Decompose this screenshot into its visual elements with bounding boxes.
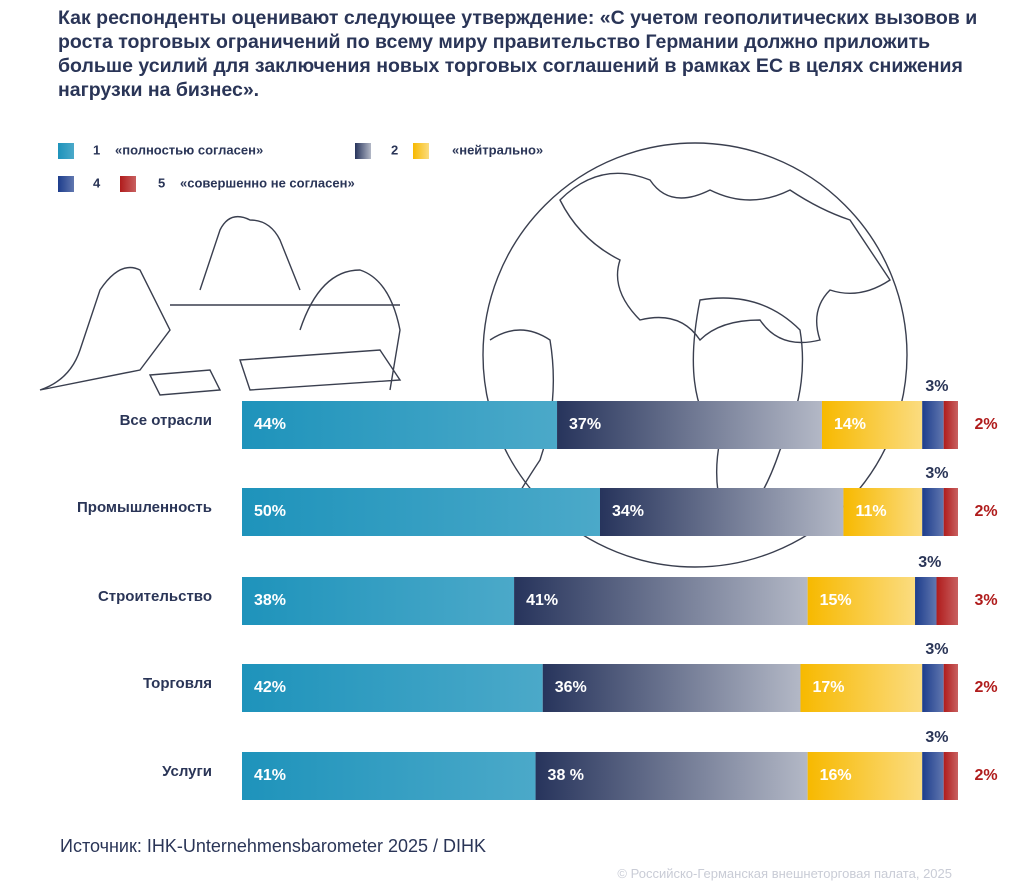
bar-segment [943, 752, 958, 800]
value-label: 38 % [548, 767, 584, 784]
bar-segment [242, 401, 558, 449]
bar-segment [821, 401, 923, 449]
legend-label: 1 [93, 142, 100, 157]
bar-segment [535, 752, 808, 800]
bar-segment [943, 664, 958, 712]
legend-description: «совершенно не согласен» [180, 175, 355, 190]
value-label: 37% [569, 416, 601, 433]
value-label: 3% [974, 592, 997, 609]
legend-label: 5 [158, 175, 165, 190]
bar-segment [807, 752, 923, 800]
value-label: 11% [855, 503, 886, 520]
value-label: 2% [974, 416, 997, 433]
value-label: 2% [974, 679, 997, 696]
bar-segment [242, 488, 600, 536]
bar-segment [922, 664, 944, 712]
category-label: Строительство [98, 588, 212, 605]
bar-segment [242, 752, 536, 800]
value-label: 3% [925, 378, 948, 395]
bar-segment [242, 664, 543, 712]
value-label: 3% [925, 729, 948, 746]
bar-segment [800, 664, 923, 712]
value-label: 36% [555, 679, 587, 696]
copyright: © Российско-Германская внешнеторговая па… [617, 866, 952, 881]
source: Источник: IHK-Unternehmensbarometer 2025… [60, 836, 486, 856]
bar-segment [936, 577, 958, 625]
value-label: 41% [526, 592, 558, 609]
bar-segment [600, 488, 844, 536]
value-label: 34% [612, 503, 644, 520]
category-label: Услуги [162, 763, 212, 780]
legend-label: «нейтрально» [452, 142, 543, 157]
category-label: Промышленность [77, 499, 212, 516]
value-label: 3% [918, 554, 941, 571]
value-label: 15% [820, 592, 852, 609]
legend-swatch [413, 143, 429, 159]
bar-segment [807, 577, 916, 625]
bar-segment [514, 577, 808, 625]
value-label: 14% [834, 416, 866, 433]
legend-swatch [355, 143, 371, 159]
chart-title: Как респонденты оценивают следующее утве… [58, 7, 978, 101]
bar-segment [922, 488, 944, 536]
value-label: 44% [254, 416, 286, 433]
value-label: 2% [974, 767, 997, 784]
bar-segment [542, 664, 801, 712]
legend-swatch [58, 143, 74, 159]
legend-swatch [58, 176, 74, 192]
bar-segment [922, 752, 944, 800]
legend-description: «полностью согласен» [115, 142, 263, 157]
legend-swatch [120, 176, 136, 192]
value-label: 42% [254, 679, 286, 696]
value-label: 17% [812, 679, 844, 696]
value-label: 38% [254, 592, 286, 609]
bar-segment [943, 401, 958, 449]
value-label: 2% [974, 503, 997, 520]
bar-segment [943, 488, 958, 536]
value-label: 50% [254, 503, 286, 520]
bar-segment [843, 488, 923, 536]
bar-segment [557, 401, 822, 449]
value-label: 41% [254, 767, 286, 784]
legend-label: 4 [93, 175, 101, 190]
bar-segment [242, 577, 515, 625]
value-label: 16% [820, 767, 852, 784]
bar-segment [922, 401, 944, 449]
value-label: 3% [925, 465, 948, 482]
bar-segment [915, 577, 937, 625]
value-label: 3% [925, 641, 948, 658]
category-label: Торговля [143, 675, 212, 692]
category-label: Все отрасли [120, 412, 212, 429]
legend-label: 2 [391, 142, 398, 157]
